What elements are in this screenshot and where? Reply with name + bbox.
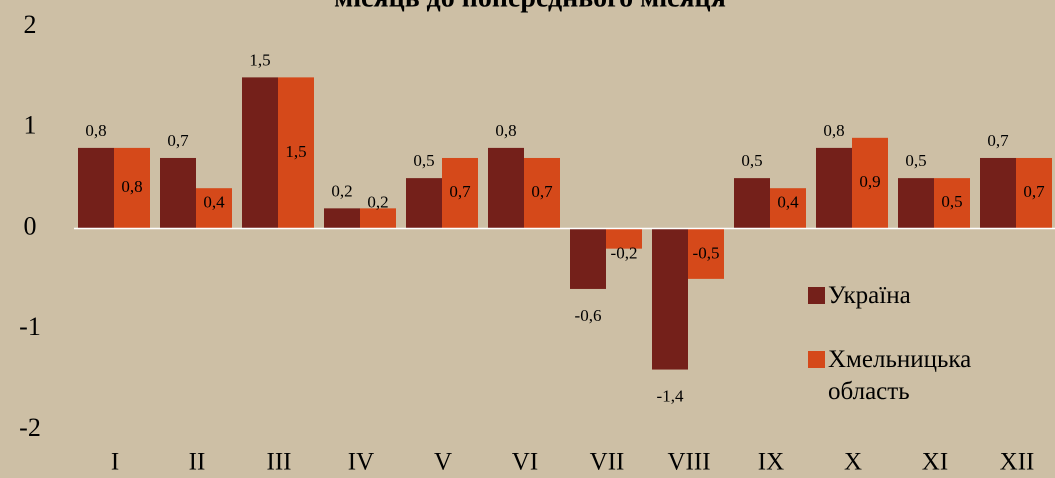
data-label: 0,5 — [413, 151, 434, 170]
x-tick-label: III — [267, 449, 292, 476]
bar — [278, 77, 314, 229]
legend-swatch — [808, 351, 825, 368]
x-tick-label: IV — [348, 449, 374, 476]
data-label: 0,7 — [987, 131, 1009, 150]
x-tick-label: V — [434, 449, 452, 476]
x-tick-label: VI — [512, 449, 538, 476]
bar — [360, 208, 396, 229]
x-tick-label: XI — [922, 449, 948, 476]
data-label: -0,6 — [575, 306, 602, 325]
data-label: -1,4 — [657, 386, 684, 405]
y-tick-label: 2 — [24, 10, 37, 39]
bar — [570, 228, 606, 289]
bar — [406, 178, 442, 229]
data-label: 0,8 — [495, 121, 516, 140]
data-label: 0,7 — [531, 182, 553, 201]
data-label: 0,5 — [941, 192, 962, 211]
data-label: 0,7 — [1023, 182, 1045, 201]
bar — [688, 228, 724, 279]
bar — [196, 188, 232, 229]
x-tick-label: I — [111, 449, 119, 476]
data-label: 0,4 — [203, 192, 225, 211]
x-tick-label: VIII — [667, 449, 710, 476]
legend-label: Україна — [828, 282, 911, 309]
bar — [524, 157, 560, 229]
bar — [442, 157, 478, 229]
data-label: 0,9 — [859, 172, 880, 191]
bar — [816, 147, 852, 229]
data-label: 0,8 — [121, 177, 142, 196]
data-label: 0,2 — [367, 192, 388, 211]
bar — [114, 147, 150, 229]
x-tick-label: X — [844, 449, 862, 476]
data-label: 0,7 — [449, 182, 471, 201]
x-tick-label: VII — [590, 449, 625, 476]
chart-title: місяць до попереднього місяця — [334, 0, 726, 13]
bar — [1016, 157, 1052, 229]
bar — [78, 147, 114, 229]
bar — [852, 137, 888, 229]
y-tick-label: -1 — [19, 312, 41, 341]
bar — [160, 157, 196, 229]
bar — [980, 157, 1016, 229]
bar — [934, 178, 970, 229]
bar — [652, 228, 688, 370]
y-tick-label: -2 — [19, 413, 41, 442]
bar — [242, 77, 278, 229]
data-label: 0,2 — [331, 181, 352, 200]
bar — [324, 208, 360, 229]
bar — [770, 188, 806, 229]
bar — [898, 178, 934, 229]
data-label: 0,5 — [741, 151, 762, 170]
data-label: 0,7 — [167, 131, 189, 150]
data-label: 0,8 — [823, 121, 844, 140]
legend-swatch — [808, 287, 825, 304]
y-tick-label: 0 — [24, 211, 37, 240]
data-label: 1,5 — [249, 50, 270, 69]
data-label: 0,5 — [905, 151, 926, 170]
bar — [488, 147, 524, 229]
y-tick-label: 1 — [24, 111, 37, 140]
data-label: 0,8 — [85, 121, 106, 140]
x-tick-label: II — [189, 449, 206, 476]
bar — [606, 228, 642, 249]
data-label: -0,2 — [611, 243, 638, 262]
legend-label: Хмельницька область — [828, 346, 972, 405]
data-label: 0,4 — [777, 192, 799, 211]
bar — [734, 178, 770, 229]
data-label: 1,5 — [285, 142, 306, 161]
x-tick-label: IX — [758, 449, 784, 476]
data-label: -0,5 — [693, 243, 720, 262]
x-tick-label: XII — [1000, 449, 1035, 476]
